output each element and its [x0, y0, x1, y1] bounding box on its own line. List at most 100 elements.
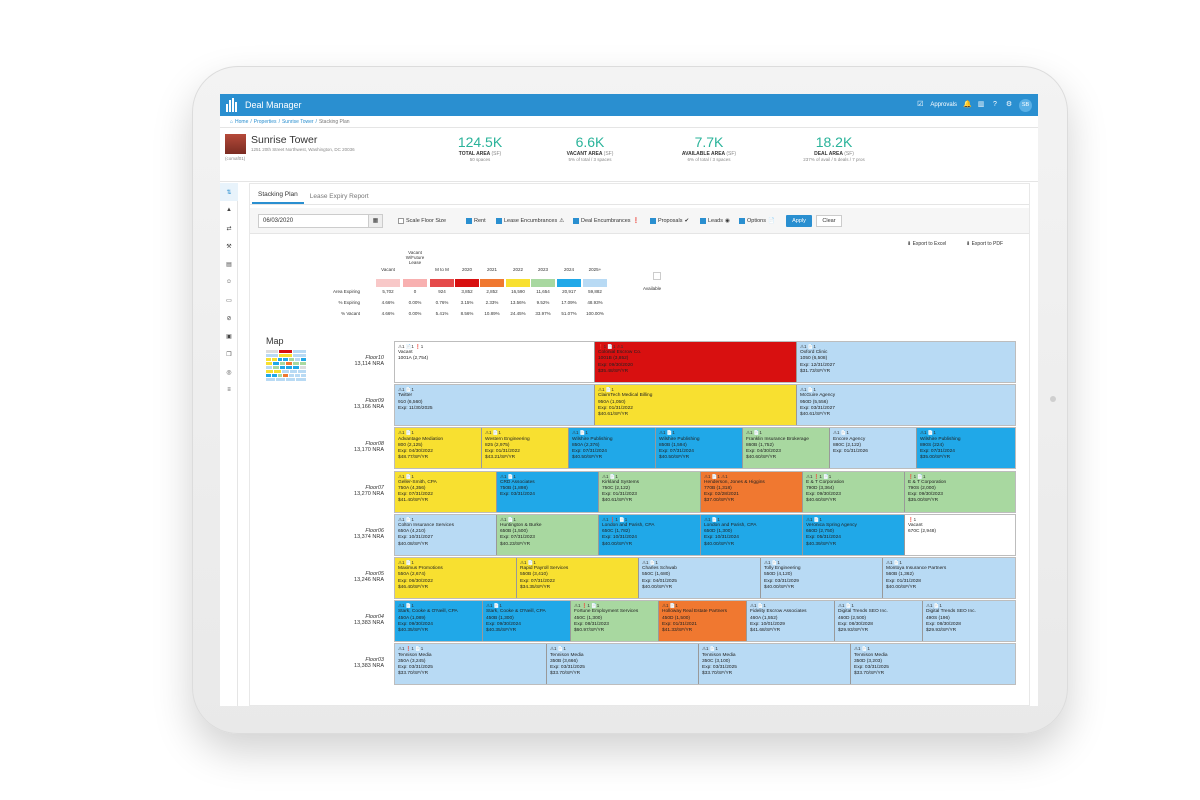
suite-cell[interactable]: ⚠1 📄1 Advantage Mediation 800 (2,125) Exp: … [395, 428, 482, 469]
suite-cell[interactable]: ⚠1 📄1 Tennison Media 350B (3,666) Exp: 03/3… [547, 644, 699, 685]
sidebar-money-icon[interactable]: ▤ [226, 261, 232, 268]
suite-cell[interactable]: ⚠1 ❗1 📄1 Tennison Media 350A (3,245) Exp: 0… [395, 644, 547, 685]
checkbox[interactable] [573, 218, 579, 224]
suite-cell[interactable]: ⚠1 📄1 Wilshire Publishing 850A (2,376) Exp:… [569, 428, 656, 469]
suite-detail: $40.39/SF/YR [806, 541, 837, 547]
checkbox[interactable] [496, 218, 502, 224]
sidebar-clip-icon[interactable]: ⊘ [226, 315, 232, 322]
floor-name: Floor06 [365, 527, 384, 534]
sidebar-copy-icon[interactable]: ❐ [226, 351, 232, 358]
suite-cell[interactable]: ⚠1 ❗1 📄1 E & T Corporation 790D (3,364) Exp… [803, 471, 905, 512]
suite-cell[interactable]: ⚠1 ❗1 📄1 Fortune Employment Services 450C … [571, 601, 659, 642]
suite-cell[interactable]: ⚠1 📄1 Wilshire Publishing 850B (1,594) Exp:… [656, 428, 743, 469]
settings-icon[interactable]: ⚙ [1005, 101, 1013, 108]
suite-cell[interactable]: ⚠1 📄1 Franklin Insurance Brokerage 860B (1… [743, 428, 830, 469]
sidebar-image-icon[interactable]: ▣ [226, 333, 232, 340]
clear-button[interactable]: Clear [816, 215, 842, 227]
suite-cell[interactable]: ⚠1 📄1 Digital Trends SEO Inc. 490S (196) Ex… [923, 601, 1015, 642]
suite-cell[interactable]: ⚠1 📄1 Colton Insurance Services 650A (4,21… [395, 514, 497, 555]
legend-value: 0.00% [408, 311, 422, 316]
calendar-icon[interactable]: ▦ [368, 215, 382, 227]
suite-cell[interactable]: ⚠1 📄1 Maximus Promotions 550A (2,674) Exp: … [395, 558, 517, 598]
filter-deal-encumbrances[interactable]: Deal Encumbrances ❗ [573, 218, 639, 224]
suite-cell[interactable]: ⚠1 📄1 Stark, Cooke & O'Neill, CPA 450B (1,… [483, 601, 571, 642]
breadcrumb-home[interactable]: Home [235, 118, 249, 125]
suite-cell[interactable]: ⚠1 📄1 McGuire Agency 950D (5,556) Exp: 03/3… [797, 385, 1015, 426]
suite-cell[interactable]: ⚠1 ❗1 📄1 London and Parish, CPA 650C (1,78… [599, 514, 701, 555]
suite-cell[interactable]: ⚠1 📄1 Huntington & Burke 650B (1,500) Exp: … [497, 514, 599, 555]
help-icon[interactable]: ? [993, 101, 997, 108]
suite-cell[interactable]: ⚠1 📄1 Charles Schwab 550C (1,680) Exp: 04/0… [639, 558, 761, 598]
checkbox[interactable] [466, 218, 472, 224]
export-pdf-button[interactable]: ⬇ Export to PDF [966, 241, 1003, 247]
checkbox[interactable] [398, 218, 404, 224]
suite-cell[interactable]: ⚠1 📄1 Wilshire Publishing 890S (224) Exp: 0… [917, 428, 1015, 469]
suite-cell[interactable]: ⚠1 📄1 Stark, Cooke & O'Neill, CPA 450A (1,… [395, 601, 483, 642]
checkbox[interactable] [739, 218, 745, 224]
avatar[interactable]: SB [1019, 98, 1032, 112]
legend-value: 0 [413, 289, 417, 294]
breadcrumb-properties[interactable]: Properties [253, 118, 277, 125]
filter-rent[interactable]: Rent [466, 218, 486, 224]
suite-detail: 450C (1,300) [574, 615, 602, 621]
legend-value: 10.89% [484, 311, 500, 316]
tenant-name: Fortune Employment Services [574, 609, 639, 615]
sidebar-card-icon[interactable]: ▭ [226, 297, 232, 304]
breadcrumb-property[interactable]: Sunrise Tower [281, 118, 314, 125]
suite-cell[interactable]: ⚠1 📄1 London and Parish, CPA 650D (1,300) E… [701, 514, 803, 555]
apply-button[interactable]: Apply [786, 215, 812, 227]
suite-cell[interactable]: ⚠1 📄1 Kirkland Systems 750C (2,122) Exp: 01… [599, 471, 701, 512]
mini-map[interactable] [266, 350, 307, 390]
suite-detail: 350A (3,245) [398, 658, 426, 664]
home-icon[interactable]: ⌂ [230, 118, 234, 125]
suite-cell[interactable]: ⚠1 📄1 Oxford Clinic 1050 (6,508) Exp: 12/31… [797, 342, 1015, 382]
sidebar-target-icon[interactable]: ◎ [226, 369, 232, 376]
app-logo-icon[interactable] [226, 98, 240, 112]
suite-cell[interactable]: ⚠1 📄1 CRD Associates 750B (1,898) Exp: 03/3… [497, 471, 599, 512]
suite-cell[interactable]: ⚠1 📄1 Encore Agency 880C (2,122) Exp: 01/31… [830, 428, 917, 469]
suite-status-icons: ⚠1 📄1 [486, 603, 502, 609]
sidebar-gavel-icon[interactable]: ⚒ [226, 243, 232, 250]
checkbox[interactable] [700, 218, 706, 224]
suite-cell[interactable]: ⚠1 📄1 Rapid Payroll Services 550B (3,410) E… [517, 558, 639, 598]
suite-cell[interactable]: ⚠1 📄1 Tennison Media 350C (3,100) Exp: 03/3… [699, 644, 851, 685]
tab-lease-expiry-report[interactable]: Lease Expiry Report [309, 193, 369, 200]
suite-cell[interactable]: ⚠1 📄1 ⚠1 Henderson, Jones & Higgins 770B (… [701, 471, 803, 512]
chart-icon[interactable]: ▥ [977, 101, 985, 108]
sidebar-stacking-icon[interactable]: ⇅ [220, 183, 238, 201]
checkbox[interactable] [650, 218, 656, 224]
sidebar-list-icon[interactable]: ≡ [227, 387, 231, 393]
suite-cell[interactable]: ⚠1 📄1 Tolly Engineering 550D (4,120) Exp: 0… [761, 558, 883, 598]
suite-detail: $60.97/SF/YR [574, 628, 605, 633]
date-input[interactable]: 06/03/2020 ▦ [258, 214, 383, 228]
suite-cell[interactable]: ⚠1 📄1 Digital Trends SEO Inc. 460D (2,500)… [835, 601, 923, 642]
sidebar-swap-icon[interactable]: ⇄ [226, 225, 232, 232]
export-excel-button[interactable]: ⬇ Export to Excel [907, 241, 946, 247]
tab-stacking-plan[interactable]: Stacking Plan [252, 187, 304, 204]
suite-cell[interactable]: ⚠1 📄1 Montoya Insurance Partners 560B (1,3… [883, 558, 1015, 598]
suite-cell[interactable]: ⚠1 📄1 Fidelity Escrow Associates 460A (1,5… [747, 601, 835, 642]
approvals-icon[interactable]: ☑ [917, 101, 924, 108]
suite-cell[interactable]: ⚠1 📄1 Veronica Spring Agency 660D (2,750) E… [803, 514, 905, 555]
suite-cell[interactable]: ❗1 📄1 ⚠1 Colonial Escrow Co. 1001B (3,852)… [595, 342, 797, 382]
filter-proposals[interactable]: Proposals ✔ [650, 218, 689, 224]
bell-icon[interactable]: 🔔 [963, 101, 972, 108]
suite-cell[interactable]: ⚠1 📄1 Geller-Smith, CPA 750A (4,356) Exp: 0… [395, 471, 497, 512]
sidebar-users-icon[interactable]: ☺ [225, 279, 233, 285]
suite-cell[interactable]: ❗1 📄1 E & T Corporation 790S (2,000) Exp: 0… [905, 471, 1015, 512]
suite-cell[interactable]: ⚠1 📄1 Western Engineering 825 (2,975) Exp: … [482, 428, 569, 469]
suite-cell[interactable]: ❗1 Vacant 670C (2,948) [905, 514, 1015, 555]
export-label: Export to PDF [971, 241, 1003, 247]
suite-cell[interactable]: ⚠1 📄1 ClaimTech Medical Billing 950A (1,05… [595, 385, 797, 426]
scale-floor-size-toggle[interactable]: Scale Floor Size [398, 218, 446, 224]
suite-cell[interactable]: ⚠1 📄1 Twitter 910 (6,560) Exp: 11/30/2025 [395, 385, 595, 426]
suite-cell[interactable]: ⚠1 📄1 Tennison Media 350D (3,203) Exp: 03/3… [851, 644, 1015, 685]
filter-leads[interactable]: Leads ◉ [700, 218, 730, 224]
suite-cell[interactable]: ⚠1 📄1 ❗1 Vacant 1001A (2,754) [395, 342, 595, 382]
approvals-link[interactable]: Approvals [930, 102, 957, 108]
sidebar-alert-icon[interactable]: ▲ [226, 207, 232, 213]
filter-lease-encumbrances[interactable]: Lease Encumbrances ⚠ [496, 218, 564, 224]
filter-options[interactable]: Options 📄 [739, 218, 775, 224]
suite-cell[interactable]: ⚠1 📄1 Holloway Real Estate Partners 450D (… [659, 601, 747, 642]
suite-detail: Exp: 03/31/2025 [398, 665, 433, 670]
